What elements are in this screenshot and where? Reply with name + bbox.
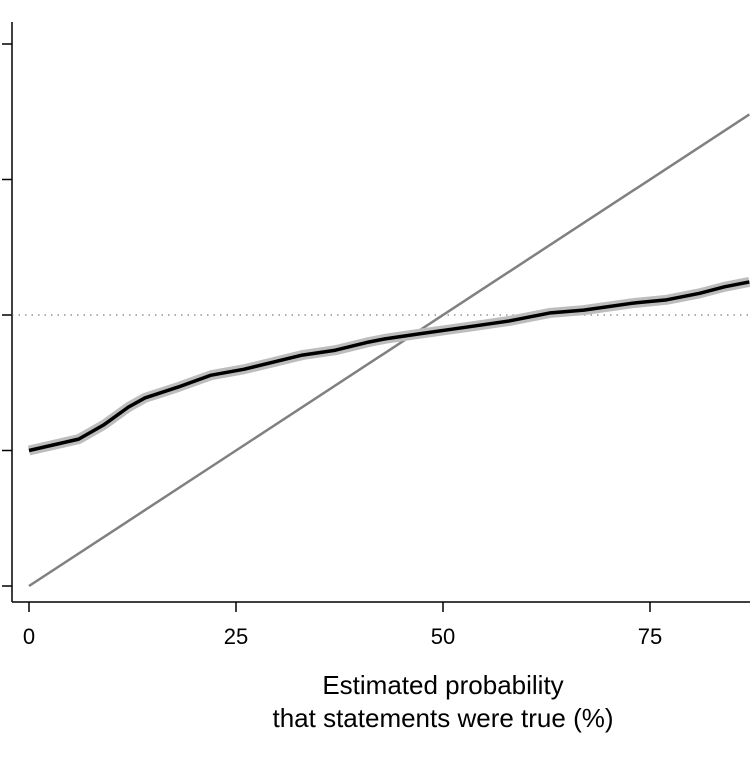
x-tick-label: 50 bbox=[431, 624, 455, 649]
x-tick-label: 0 bbox=[23, 624, 35, 649]
confidence-band bbox=[27, 277, 750, 456]
x-tick-label: 25 bbox=[224, 624, 248, 649]
x-axis-title-line-1: Estimated probability bbox=[322, 670, 563, 700]
x-tick-label: 75 bbox=[638, 624, 662, 649]
series-line bbox=[28, 280, 750, 453]
plot-area bbox=[12, 113, 750, 588]
x-axis-title-line-2: that statements were true (%) bbox=[272, 703, 613, 733]
axes: 0 25 50 75 bbox=[2, 22, 750, 649]
diagonal-reference-line bbox=[28, 113, 750, 588]
